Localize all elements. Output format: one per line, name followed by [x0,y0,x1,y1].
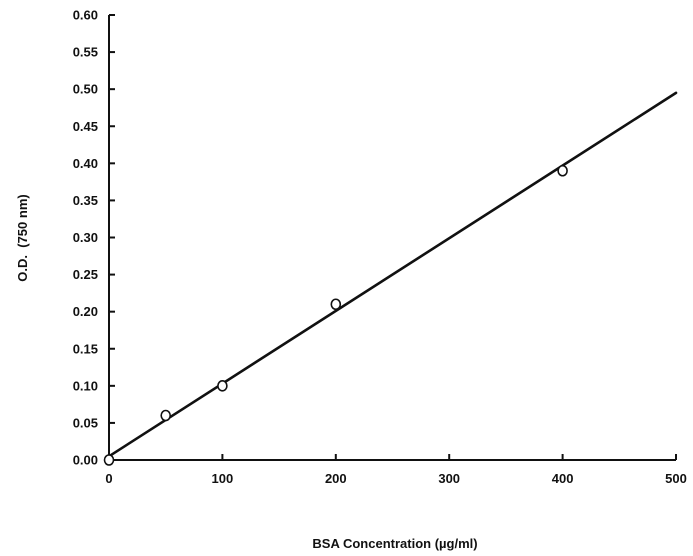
data-point [330,298,342,311]
data-point [160,409,171,422]
x-tick-label: 500 [665,471,687,486]
data-point [103,454,115,466]
y-tick-label: 0.15 [73,341,98,356]
y-tick-label: 0.25 [73,267,98,282]
y-tick-label: 0.40 [73,156,98,171]
x-tick-label: 300 [438,471,460,486]
data-points [103,164,568,466]
x-tick-label: 0 [105,471,112,486]
fit-line [107,91,678,458]
y-axis-title: O.D. (750 nm) [15,194,30,281]
fit-line-group [107,91,678,458]
y-tick-label: 0.00 [73,453,98,468]
y-tick-label: 0.20 [73,304,98,319]
data-point [217,380,228,392]
y-tick-label: 0.10 [73,378,98,393]
data-point [557,164,568,177]
x-axis-ticks: 0 100 200 300 400 500 [105,454,687,486]
y-tick-label: 0.50 [73,82,98,97]
x-tick-label: 400 [552,471,574,486]
y-tick-label: 0.55 [73,45,98,60]
y-tick-label: 0.60 [73,8,98,23]
y-tick-label: 0.30 [73,230,98,245]
axes [108,15,676,461]
x-axis-title: BSA Concentration (µg/ml) [312,536,477,551]
x-tick-label: 200 [325,471,347,486]
y-axis-ticks: 0.00 0.05 0.10 0.15 0.20 0.25 0.30 0.35 0.40 0.45… [73,8,115,468]
y-tick-label: 0.05 [73,415,98,430]
y-tick-label: 0.45 [73,119,98,134]
y-tick-label: 0.35 [73,193,98,208]
x-tick-label: 100 [212,471,234,486]
